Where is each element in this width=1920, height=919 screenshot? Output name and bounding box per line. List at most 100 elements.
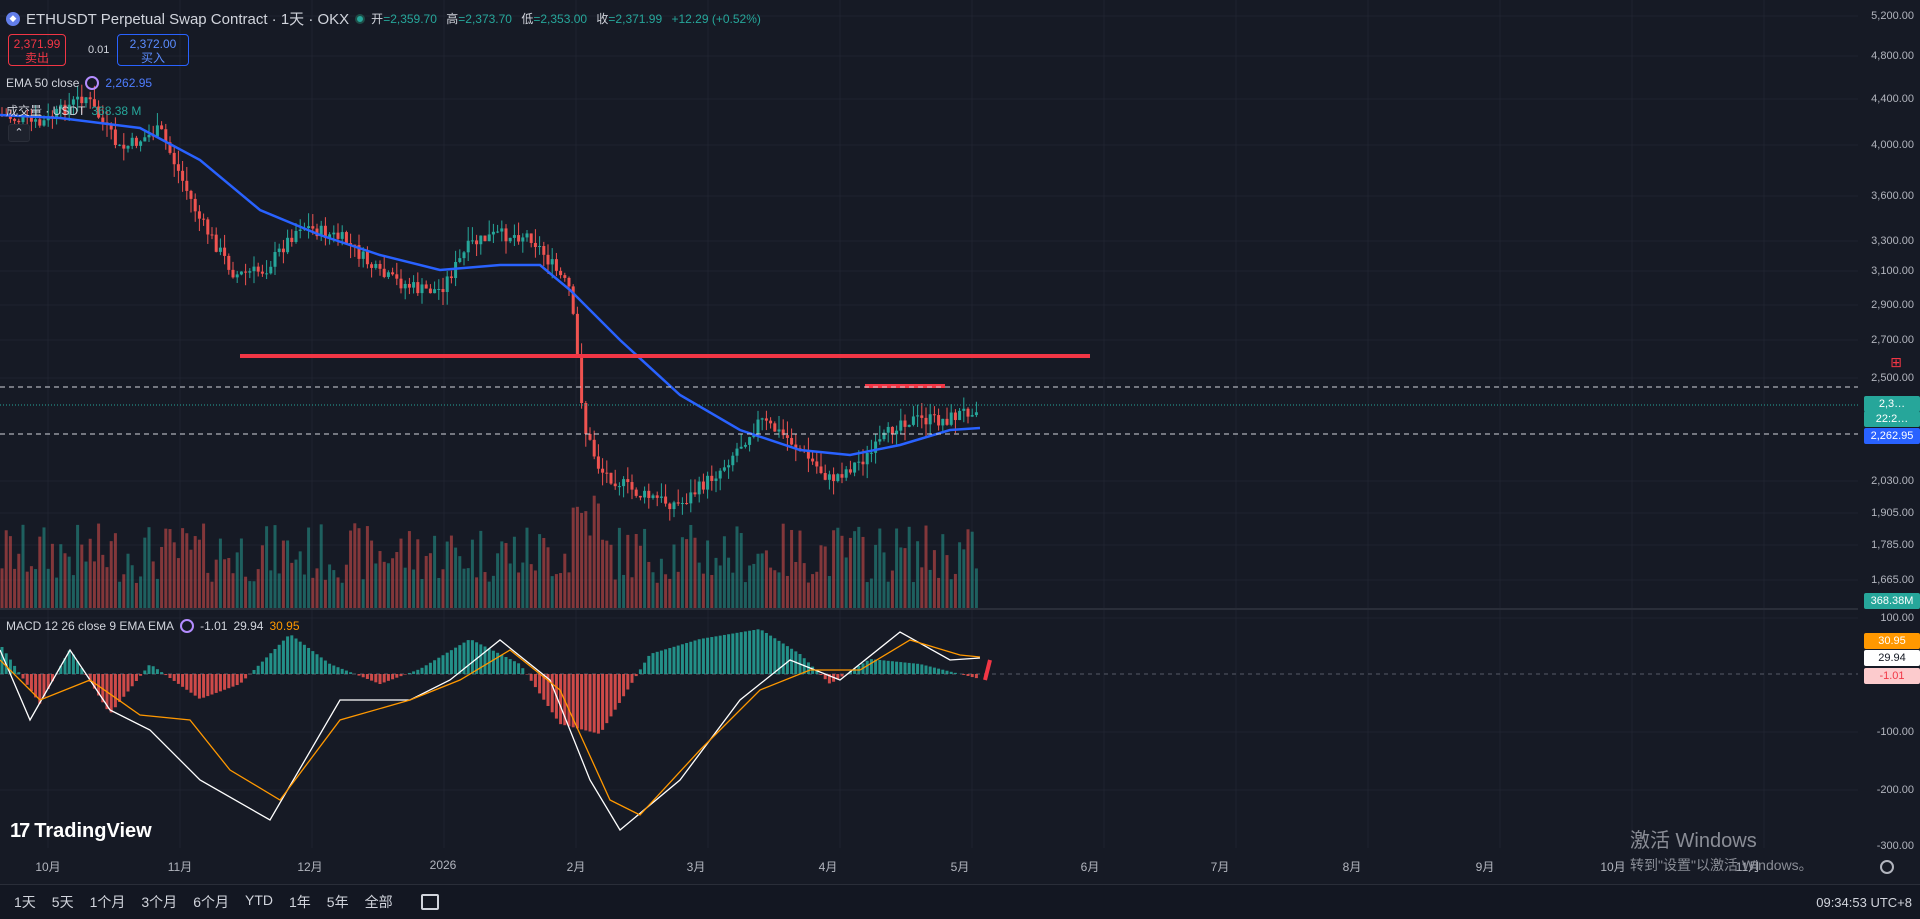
volume-bar — [735, 526, 739, 608]
volume-bar — [55, 577, 59, 608]
candle-body — [617, 486, 621, 488]
macd-histogram-bar — [445, 652, 449, 674]
volume-bar — [853, 531, 857, 608]
buy-button[interactable]: 2,372.00 买入 — [117, 34, 189, 66]
macd-histogram-bar — [340, 668, 344, 674]
volume-bar — [890, 570, 894, 608]
chart-settings-icon[interactable] — [1880, 860, 1894, 874]
volume-bar — [445, 541, 449, 608]
candle-body — [970, 415, 974, 417]
macd-histogram-bar — [46, 674, 50, 689]
candle-body — [340, 232, 344, 239]
range-button[interactable]: 1个月 — [89, 894, 126, 910]
chart-area[interactable] — [0, 0, 1858, 860]
macd-histogram-bar — [823, 674, 827, 680]
candle-body — [349, 243, 353, 245]
macd-histogram-bar — [504, 657, 508, 674]
volume-bar — [823, 546, 827, 608]
volume-bar — [172, 542, 176, 608]
volume-bar — [580, 512, 584, 608]
price-axis[interactable]: 5,200.00 4,800.00 4,400.00 4,000.00 3,600.00… — [1858, 0, 1920, 860]
sell-button[interactable]: 2,371.99 卖出 — [8, 34, 66, 66]
volume-bar — [613, 579, 617, 608]
macd-histogram-bar — [433, 660, 437, 674]
calendar-icon[interactable] — [420, 894, 439, 910]
macd-histogram-bar — [710, 637, 714, 674]
volume-bar — [483, 572, 487, 608]
macd-histogram-bar — [945, 670, 949, 674]
macd-histogram-bar — [235, 674, 239, 686]
range-button[interactable]: 5天 — [51, 894, 74, 910]
macd-histogram-bar — [34, 674, 38, 698]
macd-histogram-bar — [21, 674, 25, 679]
macd-histogram-bar — [500, 654, 504, 674]
volume-bar — [748, 565, 752, 608]
range-button[interactable]: 6个月 — [193, 894, 229, 910]
price-chart[interactable] — [0, 0, 1858, 860]
macd-settings-icon[interactable] — [180, 619, 195, 633]
range-button[interactable]: 全部 — [364, 894, 393, 910]
macd-histogram-bar — [827, 674, 831, 684]
macd-histogram-bar — [214, 674, 218, 693]
candle-body — [496, 231, 500, 233]
range-button[interactable]: 1年 — [288, 894, 311, 910]
symbol-title[interactable]: ETHUSDT Perpetual Swap Contract · 1天 · O… — [26, 11, 350, 28]
clock[interactable]: 09:34:53 UTC+8 — [1816, 894, 1912, 910]
bottom-toolbar: 1天 5天 1个月 3个月 6个月 YTD 1年 5年 全部 09:34:53 UTC+8 — [0, 884, 1920, 919]
volume-bar — [357, 528, 361, 608]
collapse-legend-button[interactable]: ⌃ — [8, 124, 30, 142]
candle-body — [256, 266, 260, 272]
volume-bar — [861, 536, 865, 608]
volume-bar — [269, 570, 273, 608]
volume-bar — [937, 577, 941, 608]
range-button[interactable]: 3个月 — [141, 894, 178, 910]
ema-legend[interactable]: EMA 50 close 2,262.95 — [6, 76, 152, 90]
macd-histogram-bar — [92, 674, 96, 689]
volume-bar — [857, 526, 861, 608]
macd-histogram-bar — [895, 661, 899, 674]
volume-bar — [17, 553, 21, 608]
macd-histogram-bar — [773, 638, 777, 674]
macd-histogram-bar — [882, 660, 886, 674]
volume-bar — [722, 536, 726, 608]
range-button[interactable]: YTD — [244, 892, 273, 908]
macd-histogram-bar — [685, 643, 689, 674]
buy-label: 买入 — [140, 51, 165, 65]
volume-bar — [836, 527, 840, 608]
macd-tick-label: -200.00 — [1876, 784, 1914, 796]
volume-bar — [168, 529, 172, 608]
volume-bar — [815, 571, 819, 608]
volume-bar — [290, 562, 294, 608]
indicator-settings-icon[interactable] — [85, 76, 100, 90]
macd-histogram-bar — [286, 636, 290, 674]
macd-histogram-bar — [920, 664, 924, 674]
macd-histogram-bar — [533, 674, 537, 688]
macd-histogram-bar — [260, 661, 264, 674]
candle-body — [907, 424, 911, 427]
macd-histogram-bar — [559, 674, 563, 725]
market-open-icon — [355, 13, 366, 24]
volume-bar — [458, 556, 462, 608]
volume-bar — [59, 544, 63, 608]
volume-bar — [223, 559, 227, 608]
add-alert-icon[interactable]: ⊞ — [1890, 354, 1902, 370]
volume-badge: 368.38M — [1864, 593, 1920, 609]
volume-bar — [756, 553, 760, 608]
macd-histogram-bar — [601, 674, 605, 730]
range-button[interactable]: 5年 — [326, 894, 349, 910]
volume-legend[interactable]: 成交量 · USDT 368.38 M — [6, 102, 141, 119]
volume-bar — [382, 561, 386, 608]
candle-body — [227, 255, 231, 270]
macd-histogram-bar — [651, 653, 655, 674]
volume-bar — [651, 572, 655, 608]
volume-bar — [118, 581, 122, 608]
volume-bar — [139, 576, 143, 608]
volume-bar — [97, 523, 101, 608]
volume-bar — [924, 525, 928, 608]
macd-legend[interactable]: MACD 12 26 close 9 EMA EMA -1.01 29.94 3… — [6, 619, 300, 633]
candle-body — [575, 313, 579, 357]
range-button[interactable]: 1天 — [14, 894, 36, 910]
volume-bar — [29, 566, 33, 608]
price-tick-label: 3,600.00 — [1871, 190, 1914, 202]
candle-body — [722, 467, 726, 471]
